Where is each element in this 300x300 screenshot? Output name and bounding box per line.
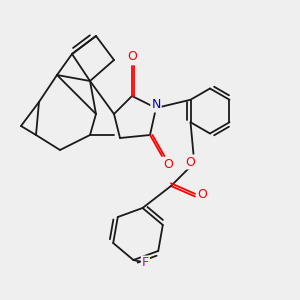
- Text: O: O: [198, 188, 207, 202]
- Text: O: O: [163, 158, 173, 172]
- Text: F: F: [142, 256, 149, 269]
- Text: N: N: [151, 98, 161, 112]
- Text: O: O: [186, 155, 195, 169]
- Text: O: O: [127, 50, 137, 64]
